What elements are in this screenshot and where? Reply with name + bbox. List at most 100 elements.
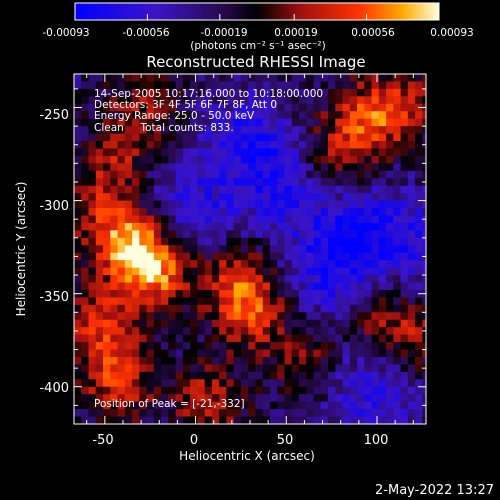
- heatmap-cell: [357, 312, 365, 321]
- heatmap-cell: [386, 230, 394, 239]
- heatmap-cell: [161, 111, 169, 120]
- heatmap-cell: [255, 409, 264, 418]
- heatmap-cell: [219, 401, 228, 410]
- heatmap-cell: [269, 252, 278, 261]
- heatmap-cell: [277, 289, 286, 299]
- heatmap-cell: [415, 193, 423, 202]
- heatmap-cell: [95, 364, 104, 373]
- heatmap-cell: [400, 193, 409, 202]
- heatmap-cell: [349, 297, 358, 306]
- heatmap-cell: [161, 394, 169, 403]
- heatmap-cell: [393, 111, 402, 120]
- heatmap-cell: [342, 215, 351, 224]
- heatmap-cell: [211, 111, 220, 120]
- heatmap-cell: [103, 394, 111, 403]
- heatmap-cell: [255, 185, 264, 194]
- heatmap-cell: [422, 133, 426, 142]
- heatmap-cell: [81, 215, 90, 224]
- heatmap-cell: [393, 267, 402, 276]
- heatmap-cell: [81, 394, 90, 403]
- heatmap-cell: [139, 297, 148, 306]
- heatmap-cell: [95, 371, 104, 380]
- heatmap-cell: [226, 208, 235, 217]
- heatmap-cell: [110, 74, 119, 83]
- heatmap-cell: [124, 319, 133, 328]
- heatmap-cell: [103, 133, 111, 142]
- heatmap-cell: [204, 148, 213, 157]
- heatmap-cell: [298, 118, 307, 127]
- heatmap-cell: [139, 170, 148, 179]
- heatmap-cell: [335, 230, 344, 239]
- heatmap-cell: [269, 334, 278, 343]
- heatmap-cell: [407, 401, 416, 410]
- heatmap-cell: [146, 297, 155, 306]
- heatmap-cell: [161, 185, 169, 194]
- heatmap-cell: [422, 118, 426, 127]
- heatmap-cell: [393, 334, 402, 343]
- heatmap-cell: [226, 230, 235, 239]
- heatmap-cell: [255, 111, 264, 120]
- heatmap-cell: [415, 148, 423, 157]
- heatmap-cell: [182, 327, 191, 336]
- heatmap-cell: [284, 349, 293, 358]
- heatmap-cell: [211, 297, 220, 306]
- heatmap-cell: [364, 349, 373, 358]
- heatmap-cell: [175, 88, 184, 97]
- heatmap-cell: [357, 416, 365, 424]
- heatmap-cell: [190, 141, 198, 150]
- heatmap-cell: [211, 304, 220, 313]
- heatmap-cell: [298, 379, 307, 388]
- heatmap-cell: [226, 111, 235, 120]
- heatmap-cell: [168, 371, 177, 380]
- heatmap-cell: [233, 222, 242, 231]
- heatmap-cell: [103, 155, 111, 164]
- heatmap-cell: [110, 163, 119, 172]
- y-tick-label: -350: [39, 290, 69, 305]
- heatmap-cell: [110, 416, 119, 424]
- heatmap-cell: [146, 193, 155, 202]
- heatmap-cell: [378, 103, 387, 112]
- heatmap-cell: [386, 297, 394, 306]
- heatmap-cell: [153, 282, 162, 291]
- heatmap-cell: [407, 319, 416, 328]
- heatmap-cell: [219, 96, 228, 105]
- heatmap-cell: [407, 245, 416, 254]
- heatmap-cell: [146, 74, 155, 83]
- heatmap-cell: [110, 282, 119, 291]
- heatmap-cell: [407, 282, 416, 291]
- heatmap-cell: [240, 416, 249, 424]
- heatmap-cell: [74, 111, 82, 120]
- heatmap-cell: [139, 312, 148, 321]
- heatmap-cell: [95, 245, 104, 254]
- heatmap-cell: [393, 312, 402, 321]
- heatmap-cell: [320, 96, 329, 105]
- heatmap-cell: [204, 230, 213, 239]
- heatmap-cell: [415, 200, 423, 209]
- heatmap-cell: [103, 170, 111, 179]
- heatmap-cell: [349, 222, 358, 231]
- heatmap-cell: [88, 88, 97, 97]
- heatmap-cell: [88, 155, 97, 164]
- heatmap-cell: [328, 222, 336, 231]
- heatmap-cell: [393, 379, 402, 388]
- heatmap-cell: [153, 386, 162, 395]
- heatmap-cell: [197, 111, 206, 120]
- heatmap-cell: [204, 252, 213, 261]
- heatmap-cell: [81, 409, 90, 418]
- heatmap-cell: [298, 222, 307, 231]
- heatmap-cell: [88, 304, 97, 313]
- heatmap-cell: [349, 312, 358, 321]
- heatmap-cell: [161, 96, 169, 105]
- heatmap-cell: [204, 371, 213, 380]
- heatmap-cell: [262, 371, 271, 380]
- heatmap-cell: [248, 193, 257, 202]
- heatmap-cell: [349, 141, 358, 150]
- heatmap-cell: [277, 200, 286, 209]
- heatmap-cell: [168, 401, 177, 410]
- heatmap-cell: [328, 155, 336, 164]
- heatmap-cell: [306, 289, 315, 299]
- heatmap-cell: [298, 126, 307, 135]
- heatmap-cell: [255, 163, 264, 172]
- heatmap-cell: [342, 349, 351, 358]
- heatmap-cell: [219, 222, 228, 231]
